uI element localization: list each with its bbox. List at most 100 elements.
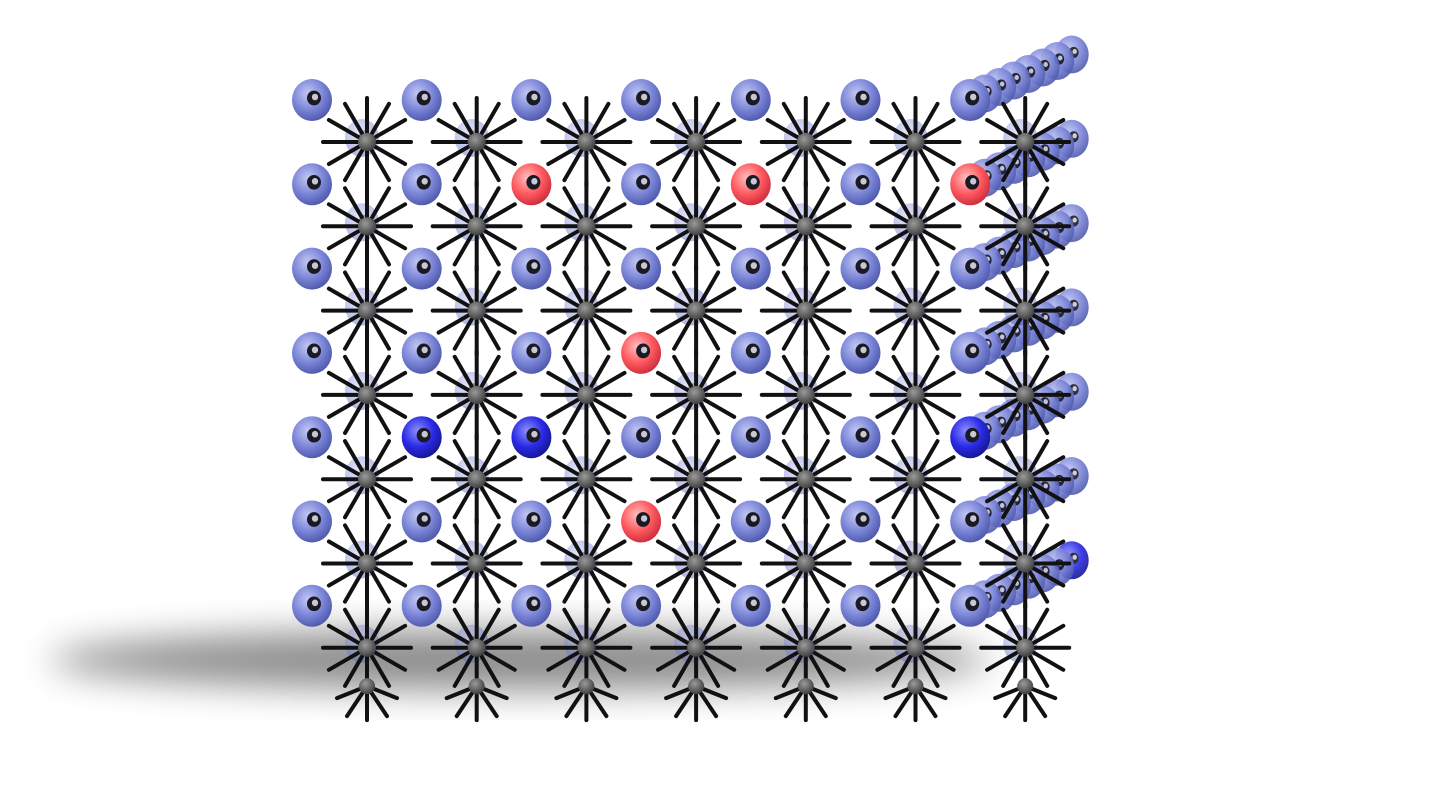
front-torus <box>730 247 771 290</box>
lattice-node <box>577 217 596 236</box>
lattice-node <box>906 638 925 657</box>
side-torus-highlight <box>1043 146 1048 152</box>
lattice-node <box>1017 678 1034 695</box>
front-torus-highlight <box>640 262 648 269</box>
front-torus <box>511 584 552 627</box>
side-torus-highlight <box>1014 74 1019 81</box>
front-torus <box>840 79 881 121</box>
lattice-node <box>358 470 376 489</box>
front-torus <box>950 331 991 374</box>
front-torus-highlight <box>531 177 538 185</box>
front-torus-highlight <box>750 177 757 185</box>
side-torus-highlight <box>999 587 1005 593</box>
front-torus <box>292 331 332 374</box>
front-torus-highlight <box>640 93 648 101</box>
side-torus-highlight <box>999 502 1005 509</box>
front-torus <box>730 500 771 543</box>
lattice-node <box>906 470 925 489</box>
lattice-node <box>906 301 925 320</box>
lattice-node <box>577 133 596 151</box>
lattice-node <box>687 638 706 657</box>
front-torus <box>401 331 442 374</box>
front-torus <box>511 163 552 206</box>
front-torus-highlight <box>860 346 867 354</box>
front-torus <box>401 79 442 121</box>
lattice-node <box>796 133 815 151</box>
front-torus-highlight <box>421 346 428 354</box>
front-torus <box>292 500 332 543</box>
side-torus-highlight <box>1043 230 1048 236</box>
front-torus-highlight <box>860 515 867 522</box>
side-torus-highlight <box>1043 399 1048 405</box>
lattice-node <box>577 301 596 320</box>
lattice-node <box>577 638 596 657</box>
front-torus-highlight <box>531 346 538 354</box>
front-torus-highlight <box>970 599 977 607</box>
lattice-node <box>467 385 486 404</box>
front-torus-highlight <box>311 515 319 522</box>
front-torus <box>950 416 991 459</box>
lattice-front-face <box>292 79 991 627</box>
front-torus-highlight <box>421 515 428 522</box>
front-torus <box>950 584 991 627</box>
front-torus-highlight <box>640 430 648 438</box>
front-torus <box>840 247 881 290</box>
lattice-node <box>687 554 706 573</box>
lattice-node <box>687 217 706 236</box>
front-torus <box>401 163 442 206</box>
lattice-node <box>358 385 376 404</box>
front-torus <box>950 500 991 543</box>
front-torus-highlight <box>311 262 319 269</box>
lattice-node <box>797 678 814 695</box>
lattice-node <box>906 217 925 236</box>
front-torus-highlight <box>970 177 977 185</box>
lattice-node <box>906 385 925 404</box>
front-torus-highlight <box>750 93 757 101</box>
front-torus <box>511 247 552 290</box>
front-torus <box>401 584 442 627</box>
front-torus <box>292 163 332 206</box>
lattice-node <box>467 217 486 236</box>
lattice-node <box>467 554 486 573</box>
lattice-node <box>1016 554 1035 573</box>
lattice-node <box>358 638 376 657</box>
front-torus <box>511 416 552 459</box>
lattice-node <box>906 554 925 573</box>
lattice-node <box>359 678 375 695</box>
front-torus-highlight <box>970 93 977 101</box>
front-torus-highlight <box>531 599 538 607</box>
front-torus <box>730 79 771 121</box>
lattice-node <box>688 678 705 695</box>
front-torus <box>840 584 881 627</box>
front-torus-highlight <box>750 262 757 269</box>
front-torus <box>621 79 662 121</box>
front-torus-highlight <box>860 599 867 607</box>
lattice-node <box>907 678 924 695</box>
ground-shadow-blur <box>50 630 990 690</box>
lattice-node <box>467 133 486 151</box>
lattice-node <box>687 301 706 320</box>
side-torus-highlight <box>1072 301 1077 307</box>
front-torus-highlight <box>970 262 977 269</box>
front-torus-highlight <box>421 262 428 269</box>
front-torus-highlight <box>860 177 867 185</box>
front-torus <box>511 500 552 543</box>
side-torus-highlight <box>999 165 1005 171</box>
front-torus <box>511 331 552 374</box>
front-torus-highlight <box>750 346 757 354</box>
front-torus <box>401 416 442 459</box>
lattice-node <box>796 301 815 320</box>
front-torus-highlight <box>311 346 319 354</box>
front-torus <box>621 584 662 627</box>
lattice-node <box>687 385 706 404</box>
lattice-node <box>796 385 815 404</box>
side-torus-highlight <box>1072 386 1077 392</box>
front-torus <box>840 416 881 459</box>
front-torus <box>840 500 881 543</box>
front-torus-highlight <box>531 430 538 438</box>
front-torus-highlight <box>970 346 977 354</box>
front-torus-highlight <box>970 515 977 522</box>
front-torus <box>840 163 881 206</box>
front-torus-highlight <box>750 599 757 607</box>
